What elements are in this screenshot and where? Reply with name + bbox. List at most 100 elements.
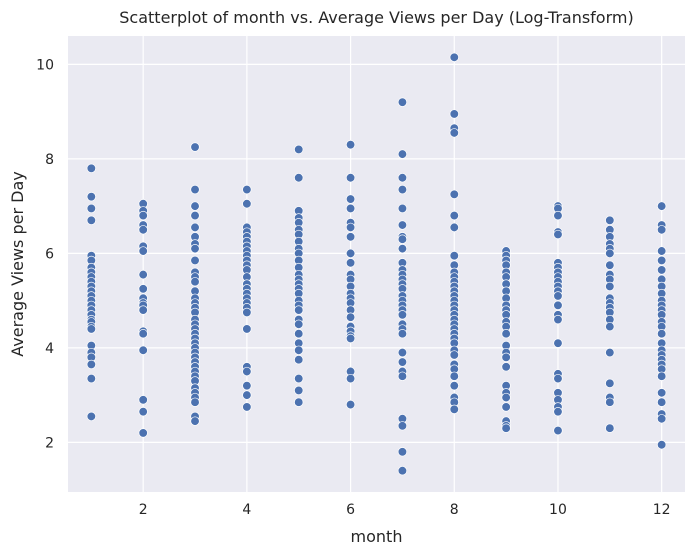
data-point [138,329,148,339]
data-point [605,281,615,292]
data-point [190,201,200,211]
data-point [397,329,408,339]
data-point [242,184,252,195]
data-point [138,407,148,417]
y-tick-label: 10 [36,57,54,73]
data-point [242,307,252,318]
data-point [397,97,408,107]
data-point [657,397,667,407]
data-point [605,215,615,225]
data-point [138,305,148,315]
x-tick-labels: 2 4 6 8 10 12 [139,502,671,518]
data-point [242,366,252,377]
data-point [449,52,459,62]
data-point [397,347,408,358]
data-point [501,362,511,372]
y-axis-label: Average Views per Day [8,171,27,356]
data-point [345,203,356,214]
data-point [553,314,563,325]
data-point [501,352,511,362]
data-point [294,319,304,329]
data-point [190,243,200,254]
data-point [397,220,408,230]
data-point [345,399,356,410]
data-point [86,324,96,334]
data-point [397,149,408,159]
x-tick-label: 6 [346,502,355,518]
data-point [294,173,304,183]
data-point [190,416,200,426]
data-point [605,378,615,388]
data-point [242,402,252,412]
data-point [449,128,459,138]
data-point [138,246,148,256]
data-point [449,404,459,414]
data-point [190,142,200,152]
data-point [190,184,200,195]
data-point [138,428,148,438]
data-point [397,243,408,254]
data-point [294,355,304,365]
data-point [190,210,200,221]
data-point [397,234,408,244]
x-tick-label: 10 [549,502,567,518]
data-point [345,373,356,384]
data-point [605,423,615,433]
data-point [449,350,459,360]
data-point [605,321,615,332]
data-point [397,447,408,457]
data-point [345,222,356,233]
y-tick-label: 6 [45,246,54,262]
data-point [657,265,667,275]
data-point [501,402,511,412]
data-point [397,421,408,431]
y-tick-label: 2 [45,435,54,451]
x-tick-label: 2 [139,502,148,518]
data-point [449,222,459,233]
y-tick-labels: 2 4 6 8 10 [36,57,54,451]
data-point [86,163,96,173]
data-point [553,291,563,301]
data-point [657,225,667,235]
data-point [86,215,96,225]
x-axis-label: month [351,527,403,546]
data-point [657,246,667,256]
data-point [242,381,252,391]
data-point [86,359,96,370]
data-point [605,248,615,259]
data-point [501,392,511,403]
data-point [190,222,200,233]
data-point [397,466,408,476]
data-point [657,255,667,266]
data-point [553,407,563,417]
data-point [345,312,356,322]
data-point [242,390,252,400]
data-point [397,184,408,195]
x-tick-label: 12 [653,502,671,518]
data-point [553,229,563,240]
data-point [138,345,148,355]
data-point [553,373,563,384]
data-point [345,248,356,259]
data-point [449,381,459,391]
data-point [242,199,252,209]
data-point [449,251,459,261]
data-point [345,258,356,268]
data-point [657,329,667,339]
data-point [138,284,148,294]
data-point [397,310,408,320]
data-point [553,210,563,221]
data-point [657,388,667,398]
data-point [86,203,96,214]
data-point [657,440,667,450]
data-point [190,255,200,266]
data-point [345,333,356,344]
data-point [605,397,615,407]
data-point [553,425,563,436]
data-point [449,189,459,199]
data-point [449,109,459,119]
data-point [138,225,148,235]
data-point [501,329,511,339]
data-point [345,140,356,150]
